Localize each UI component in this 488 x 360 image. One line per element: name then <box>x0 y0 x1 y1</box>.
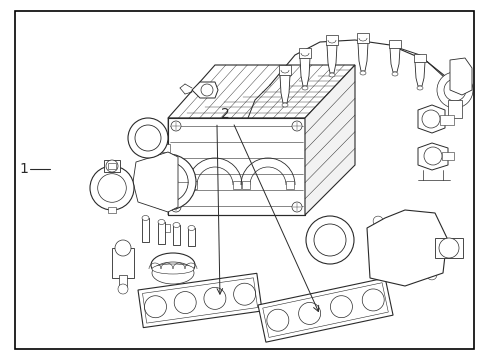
Bar <box>441 152 453 160</box>
Circle shape <box>313 224 346 256</box>
Ellipse shape <box>391 72 397 76</box>
Ellipse shape <box>174 292 196 314</box>
Bar <box>158 222 164 244</box>
Polygon shape <box>357 43 367 71</box>
Bar <box>173 225 180 245</box>
Bar <box>160 184 170 192</box>
Bar <box>434 238 462 258</box>
Circle shape <box>421 110 439 128</box>
Bar <box>388 40 400 48</box>
Bar <box>168 118 305 215</box>
Bar <box>112 248 134 278</box>
Ellipse shape <box>187 225 195 230</box>
Circle shape <box>426 270 436 280</box>
Circle shape <box>135 125 161 151</box>
Bar <box>108 207 116 213</box>
Bar <box>104 160 120 172</box>
Circle shape <box>171 202 181 212</box>
Circle shape <box>128 118 168 158</box>
Circle shape <box>305 216 353 264</box>
Bar <box>142 218 149 242</box>
Ellipse shape <box>203 287 225 309</box>
Ellipse shape <box>282 103 287 107</box>
Bar <box>325 35 337 45</box>
Circle shape <box>423 147 441 165</box>
Bar <box>447 100 461 118</box>
Polygon shape <box>417 143 447 170</box>
Circle shape <box>426 216 436 226</box>
Bar <box>160 144 170 152</box>
Circle shape <box>372 216 436 280</box>
Bar <box>298 48 310 58</box>
Bar <box>285 181 293 189</box>
Ellipse shape <box>158 220 164 225</box>
Ellipse shape <box>383 236 426 260</box>
Ellipse shape <box>144 296 166 318</box>
Circle shape <box>147 162 188 202</box>
Polygon shape <box>192 82 218 98</box>
Bar <box>232 181 241 189</box>
Ellipse shape <box>173 222 180 228</box>
Circle shape <box>438 238 458 258</box>
Bar <box>108 163 116 169</box>
Circle shape <box>118 284 128 294</box>
Ellipse shape <box>298 302 320 324</box>
Ellipse shape <box>416 86 422 90</box>
Polygon shape <box>168 65 354 118</box>
Polygon shape <box>305 65 354 215</box>
Polygon shape <box>138 273 262 328</box>
Bar <box>189 181 197 189</box>
Polygon shape <box>280 75 289 103</box>
Ellipse shape <box>359 71 365 75</box>
Circle shape <box>115 240 131 256</box>
Text: 1: 1 <box>20 162 28 176</box>
Ellipse shape <box>142 216 149 220</box>
Polygon shape <box>389 48 399 72</box>
Circle shape <box>106 160 118 172</box>
Circle shape <box>98 174 126 202</box>
Bar <box>356 33 368 43</box>
Ellipse shape <box>233 283 255 305</box>
Ellipse shape <box>151 253 195 277</box>
Bar <box>439 115 453 125</box>
Bar <box>413 54 425 62</box>
Polygon shape <box>326 45 336 73</box>
Circle shape <box>140 154 196 210</box>
Circle shape <box>443 79 465 101</box>
Polygon shape <box>449 58 471 95</box>
Ellipse shape <box>330 296 352 318</box>
Bar <box>242 181 249 189</box>
Polygon shape <box>168 118 305 215</box>
Ellipse shape <box>266 309 288 331</box>
Bar <box>160 224 170 232</box>
Ellipse shape <box>328 73 334 77</box>
Circle shape <box>90 166 134 210</box>
Ellipse shape <box>362 289 384 311</box>
Polygon shape <box>366 210 446 286</box>
Circle shape <box>291 121 302 131</box>
Circle shape <box>171 121 181 131</box>
Circle shape <box>291 202 302 212</box>
Text: 2: 2 <box>220 107 229 121</box>
Circle shape <box>158 172 178 192</box>
Bar <box>187 228 195 246</box>
Circle shape <box>372 270 382 280</box>
Bar <box>279 65 290 75</box>
Polygon shape <box>258 278 392 342</box>
Circle shape <box>379 223 429 273</box>
Polygon shape <box>414 62 424 86</box>
Polygon shape <box>133 152 178 212</box>
Circle shape <box>436 72 472 108</box>
Circle shape <box>201 84 213 96</box>
Ellipse shape <box>152 262 194 284</box>
Circle shape <box>372 216 382 226</box>
Bar <box>119 275 127 289</box>
Ellipse shape <box>302 86 307 90</box>
Ellipse shape <box>152 264 194 274</box>
Polygon shape <box>299 58 309 86</box>
Polygon shape <box>417 105 444 133</box>
